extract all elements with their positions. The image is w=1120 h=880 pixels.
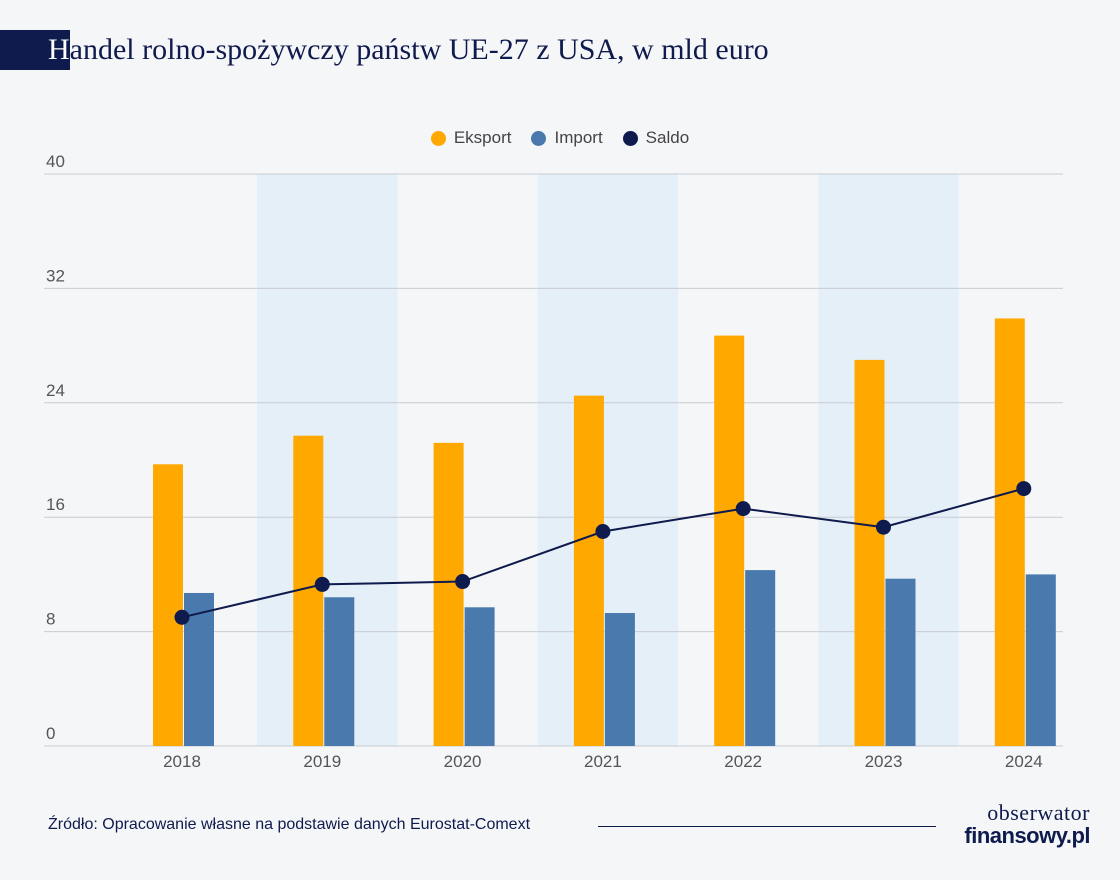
x-tick-label-2018: 2018 [163,752,201,771]
bar-eksport-2024 [994,318,1025,746]
bar-import-2021 [604,613,635,746]
y-tick-label: 16 [46,495,65,514]
legend-label-saldo: Saldo [645,128,690,147]
x-tick-label-2020: 2020 [444,752,482,771]
bar-eksport-2022 [714,335,745,746]
y-tick-label: 8 [46,610,55,629]
legend-item-import: Import [531,128,603,148]
point-saldo-2024 [1016,481,1032,497]
source-divider [598,826,936,827]
logo-text-top: obserwator [987,800,1090,825]
legend-swatch-saldo [622,130,638,146]
y-tick-label: 24 [46,381,65,400]
y-tick-label: 32 [46,266,65,285]
legend-label-eksport: Eksport [453,128,512,147]
legend-label-import: Import [554,128,603,147]
point-saldo-2022 [735,501,751,517]
legend-swatch-eksport [430,130,446,146]
x-tick-label-2022: 2022 [724,752,762,771]
bar-eksport-2020 [433,442,464,746]
point-saldo-2021 [595,524,611,539]
point-saldo-2019 [314,576,330,592]
title-accent-bar [0,30,70,70]
bar-import-2020 [464,607,495,746]
x-tick-label-2019: 2019 [303,752,341,771]
chart-legend: Eksport Import Saldo [0,128,1120,148]
bar-eksport-2023 [854,359,885,746]
bar-import-2023 [885,578,916,746]
y-tick-label: 40 [46,152,65,171]
legend-item-saldo: Saldo [622,128,690,148]
chart-title: Handel rolno-spożywczy państw UE-27 z US… [48,28,769,72]
logo-text-bottom: finansowy.pl [964,823,1090,848]
x-tick-label-2023: 2023 [865,752,903,771]
legend-swatch-import [531,130,547,146]
point-saldo-2018 [174,609,190,625]
title-text: andel rolno-spożywczy państw UE-27 z USA… [69,33,769,66]
bar-eksport-2021 [573,395,604,746]
bar-import-2024 [1025,574,1056,746]
x-tick-label-2024: 2024 [1005,752,1043,771]
point-saldo-2020 [455,574,471,590]
legend-item-eksport: Eksport [430,128,512,148]
bar-import-2022 [745,570,776,746]
y-tick-label: 0 [46,724,55,743]
point-saldo-2023 [876,519,891,535]
bar-eksport-2018 [153,464,183,746]
brand-logo: obserwator finansowy.pl [954,802,1090,848]
title-first-letter: H [48,33,70,66]
x-tick-label-2021: 2021 [584,752,622,771]
bar-import-2019 [324,597,355,746]
source-note: Źródło: Opracowanie własne na podstawie … [48,816,531,833]
